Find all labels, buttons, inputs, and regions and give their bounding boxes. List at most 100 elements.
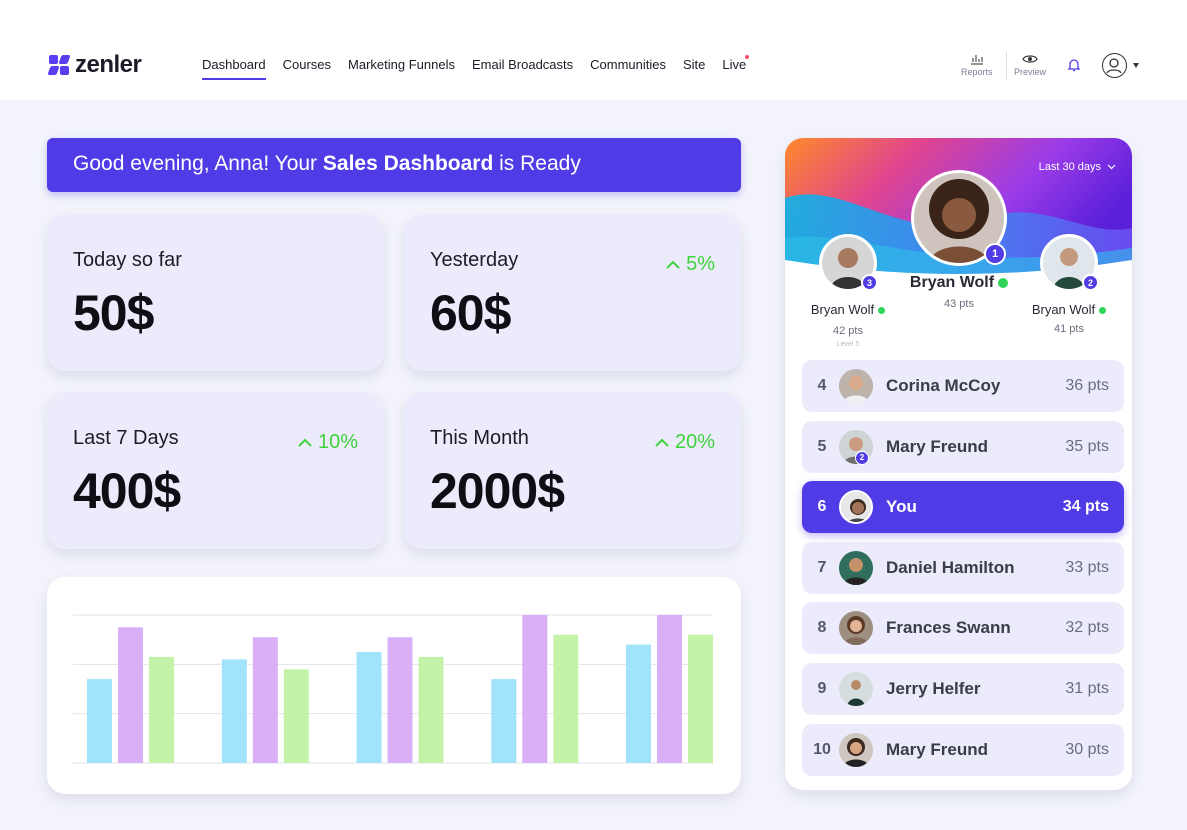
row-rank: 7: [817, 558, 827, 576]
nav-marketing-funnels[interactable]: Marketing Funnels: [348, 57, 455, 72]
leaderboard-panel: Last 30 days 1 Bryan Wolf 43 pts 3 Bryan…: [785, 138, 1132, 790]
row-name: You: [886, 497, 917, 517]
chart-bar: [356, 652, 382, 763]
avatar: 3: [819, 234, 878, 292]
podium-name: Bryan Wolf: [1025, 302, 1113, 317]
preview-button[interactable]: Preview: [1014, 53, 1046, 77]
stat-delta-value: 10%: [317, 431, 358, 453]
chart-bar: [491, 679, 517, 763]
leaderboard-row[interactable]: 9 Jerry Helfer 31 pts: [802, 662, 1124, 715]
leaderboard-row[interactable]: 7 Daniel Hamilton 33 pts: [802, 541, 1124, 594]
nav-email-broadcasts[interactable]: Email Broadcasts: [471, 57, 574, 72]
chart-bar: [418, 656, 444, 763]
row-rank: 10: [813, 740, 831, 758]
chevron-up-icon: [655, 438, 669, 447]
row-points: 33 pts: [1065, 558, 1109, 576]
leaderboard-row-current-user[interactable]: 6 You 34 pts: [802, 481, 1124, 534]
row-name: Mary Freund: [886, 739, 989, 759]
stat-delta-value: 20%: [674, 431, 715, 453]
stat-value: 400$: [73, 463, 181, 519]
stat-value: 2000$: [430, 463, 565, 519]
podium-second[interactable]: 2 Bryan Wolf 41 pts: [1025, 234, 1113, 335]
nav-communities[interactable]: Communities: [590, 57, 666, 72]
logo-text: zenler: [75, 51, 142, 78]
chart-bar: [522, 615, 548, 763]
avatar-photo-icon: [839, 550, 873, 585]
zenler-logo[interactable]: zenler: [47, 51, 142, 78]
eye-icon: [1022, 55, 1038, 63]
stat-label: Last 7 Days: [73, 427, 179, 449]
podium-name: Bryan Wolf: [805, 302, 891, 317]
stat-label: Today so far: [73, 249, 182, 271]
chevron-up-icon: [298, 438, 312, 447]
chevron-down-icon: [1107, 164, 1116, 170]
leaderboard-row[interactable]: 4 Corina McCoy 36 pts: [802, 360, 1124, 412]
leaderboard-row[interactable]: 10 Mary Freund 30 pts: [802, 723, 1124, 776]
podium-first[interactable]: 1 Bryan Wolf 43 pts: [895, 170, 1023, 310]
bell-icon[interactable]: [1067, 57, 1081, 72]
stat-delta-value: 5%: [686, 253, 715, 275]
stat-card-yesterday: Yesterday 60$ 5%: [404, 214, 741, 371]
podium-level: Level 5: [836, 341, 860, 348]
nav-courses[interactable]: Courses: [282, 57, 332, 72]
reports-label: Reports: [961, 67, 993, 77]
chart-bar: [252, 637, 278, 763]
live-indicator-dot: [745, 55, 750, 59]
row-name: Jerry Helfer: [886, 678, 981, 698]
top-navigation-bar: zenler Dashboard Courses Marketing Funne…: [0, 0, 1187, 100]
reports-button[interactable]: Reports: [961, 53, 993, 77]
podium-third[interactable]: 3 Bryan Wolf 42 pts Level 5: [805, 234, 891, 348]
stat-value: 60$: [430, 285, 511, 341]
rank-badge: 3: [861, 274, 878, 291]
logo-mark-icon: [47, 55, 71, 75]
avatar: 2: [1040, 234, 1099, 292]
chart-bar: [657, 615, 682, 763]
chevron-down-icon[interactable]: [1133, 63, 1139, 68]
period-dropdown[interactable]: Last 30 days: [1039, 161, 1116, 173]
leaderboard-list: 4 Corina McCoy 36 pts 5 2 Mary Freund 35…: [802, 360, 1124, 784]
row-rank: 6: [817, 498, 827, 516]
greeting-highlight: Sales Dashboard: [322, 152, 494, 175]
row-name: Frances Swann: [886, 618, 1011, 638]
nav-live[interactable]: Live: [722, 55, 750, 80]
row-name: Corina McCoy: [886, 376, 1001, 395]
stat-label: This Month: [430, 427, 529, 449]
online-status-icon: [878, 307, 886, 315]
chart-bar: [387, 637, 413, 763]
greeting-banner: Good evening, Anna! Your Sales Dashboard…: [47, 138, 741, 192]
chart-bar: [688, 634, 713, 763]
user-avatar-icon[interactable]: [1102, 53, 1127, 78]
podium-name-text: Bryan Wolf: [1031, 302, 1096, 317]
online-status-icon: [1099, 307, 1107, 315]
toolbar-divider: [1006, 52, 1007, 80]
avatar-photo-icon: [839, 490, 873, 525]
greeting-suffix: is Ready: [493, 152, 581, 175]
stat-value: 50$: [73, 285, 154, 341]
nav-dashboard[interactable]: Dashboard: [202, 57, 266, 80]
podium-points: 42 pts: [833, 325, 863, 337]
chart-bar: [221, 659, 247, 763]
row-name: Daniel Hamilton: [886, 557, 1015, 577]
avatar: 1: [911, 170, 1007, 266]
stat-label: Yesterday: [430, 249, 519, 271]
preview-label: Preview: [1014, 67, 1047, 77]
chevron-up-icon: [666, 260, 680, 269]
bar-chart-svg: [73, 614, 713, 764]
stat-delta: 20%: [655, 431, 715, 454]
chart-bar: [87, 679, 112, 763]
row-points: 32 pts: [1065, 619, 1109, 637]
podium-points: 43 pts: [944, 298, 974, 310]
leaderboard-row[interactable]: 8 Frances Swann 32 pts: [802, 602, 1124, 655]
row-points: 35 pts: [1065, 437, 1109, 455]
row-points: 34 pts: [1062, 498, 1109, 516]
period-label: Last 30 days: [1038, 161, 1101, 173]
leaderboard-row[interactable]: 5 2 Mary Freund 35 pts: [802, 420, 1124, 473]
row-name: Mary Freund: [886, 436, 989, 456]
stat-card-last-7-days: Last 7 Days 400$ 10%: [47, 392, 384, 549]
chart-bar: [283, 669, 309, 763]
row-points: 31 pts: [1065, 679, 1109, 697]
podium-name-text: Bryan Wolf: [810, 302, 875, 317]
stat-card-this-month: This Month 2000$ 20%: [404, 392, 741, 549]
nav-site[interactable]: Site: [683, 57, 706, 72]
chart-bar: [149, 656, 174, 763]
